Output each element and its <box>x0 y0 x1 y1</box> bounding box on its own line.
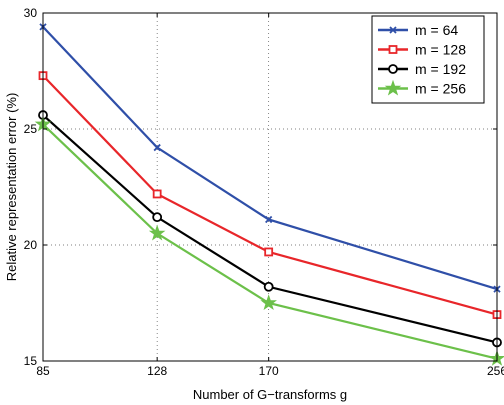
data-point <box>148 224 166 241</box>
x-axis-label: Number of G−transforms g <box>193 387 347 402</box>
y-tick-label: 30 <box>24 6 38 20</box>
series-line <box>42 26 498 291</box>
data-point <box>388 64 398 74</box>
series-2 <box>38 71 502 320</box>
plot-frame <box>42 12 498 362</box>
legend-label: m = 192 <box>415 61 466 77</box>
data-point <box>152 212 163 223</box>
series-line <box>42 74 498 316</box>
y-tick-label: 20 <box>24 238 38 252</box>
data-point <box>264 247 274 257</box>
legend-item: m = 192 <box>378 61 466 77</box>
data-point <box>263 281 274 292</box>
legend-item: m = 64 <box>378 22 458 38</box>
legend-item: m = 256 <box>378 79 466 97</box>
y-axis-label: Relative representation error (%) <box>4 93 19 282</box>
x-tick-label: 128 <box>147 364 167 378</box>
data-point <box>153 143 161 152</box>
legend-label: m = 64 <box>415 22 458 38</box>
legend: m = 64 m = 128 m = 192 m = 256 <box>371 15 485 104</box>
data-point <box>260 294 277 311</box>
x-tick-label: 85 <box>36 364 50 378</box>
legend-item: m = 128 <box>378 42 466 58</box>
legend-label: m = 128 <box>415 42 466 58</box>
x-tick-label: 170 <box>259 364 279 378</box>
data-point <box>265 215 273 224</box>
series-line <box>42 114 498 344</box>
data-point <box>384 79 402 96</box>
y-tick-label: 25 <box>24 122 38 136</box>
legend-label: m = 256 <box>415 81 466 97</box>
data-point <box>388 45 398 54</box>
y-tick-label: 15 <box>24 354 38 368</box>
axis-ticks: 85 128 170 256 15 20 25 30 <box>24 6 504 378</box>
series-3 <box>38 110 502 348</box>
data-point <box>389 26 397 34</box>
data-point <box>152 189 162 199</box>
x-tick-label: 256 <box>487 364 504 378</box>
series-line <box>42 123 498 360</box>
